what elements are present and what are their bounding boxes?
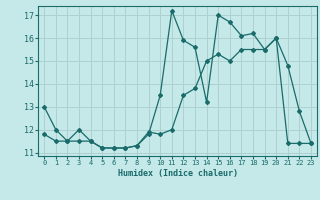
X-axis label: Humidex (Indice chaleur): Humidex (Indice chaleur) — [118, 169, 238, 178]
